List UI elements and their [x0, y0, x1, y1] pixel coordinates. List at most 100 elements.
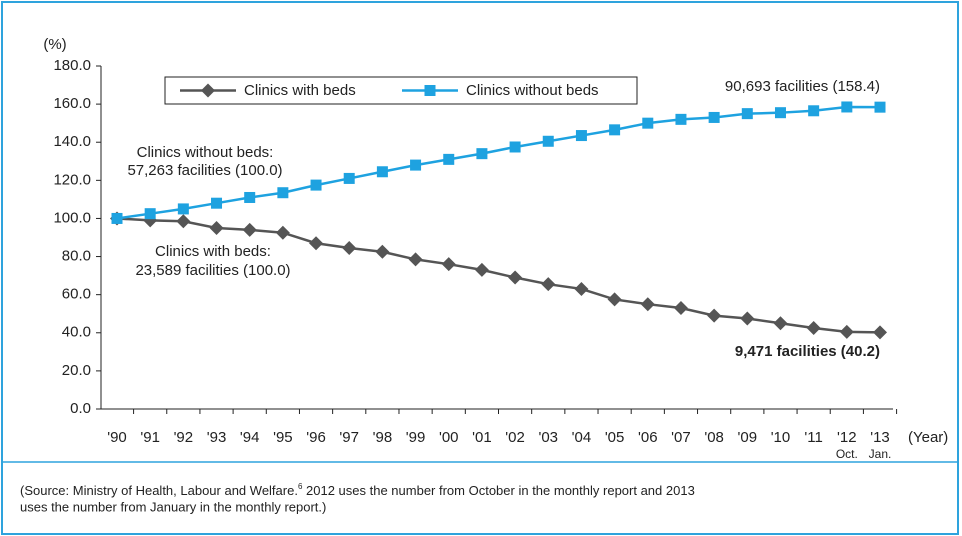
- y-tick-label: 100.0: [53, 209, 91, 226]
- source-text: 2012 uses the number from October in the…: [302, 483, 694, 498]
- x-tick-label: '97: [339, 429, 359, 446]
- x-tick-label: '08: [704, 429, 724, 446]
- marker: [806, 321, 821, 336]
- marker: [575, 130, 587, 142]
- x-tick-label: '93: [207, 429, 227, 446]
- marker: [773, 316, 788, 331]
- x-tick-label: '95: [273, 429, 293, 446]
- marker: [707, 308, 722, 323]
- x-tick-label: '99: [406, 429, 426, 446]
- marker: [209, 220, 224, 235]
- annotation: Clinics with beds:: [155, 243, 271, 260]
- marker: [808, 105, 820, 117]
- x-tick-label: '90: [107, 429, 127, 446]
- marker: [640, 297, 655, 312]
- marker: [474, 262, 489, 277]
- annotation: 23,589 facilities (100.0): [135, 262, 290, 279]
- x-tick-label: '91: [140, 429, 160, 446]
- marker: [309, 236, 324, 251]
- x-tick-label: '10: [771, 429, 791, 446]
- marker: [673, 301, 688, 316]
- marker: [275, 225, 290, 240]
- marker: [375, 244, 390, 259]
- y-tick-label: 80.0: [62, 248, 91, 265]
- y-tick-label: 160.0: [53, 95, 91, 112]
- x-tick-label: '12: [837, 429, 857, 446]
- source: uses the number from January in the mont…: [20, 499, 326, 514]
- y-axis-label: (%): [43, 36, 66, 53]
- marker: [441, 257, 456, 272]
- marker: [408, 252, 423, 267]
- x-axis-label: (Year): [908, 429, 948, 446]
- line: [116, 105, 881, 220]
- marker: [708, 111, 720, 123]
- y-tick-label: 140.0: [53, 133, 91, 150]
- marker: [410, 159, 422, 171]
- marker: [574, 281, 589, 296]
- marker: [873, 325, 887, 340]
- x-tick-label: '03: [538, 429, 558, 446]
- x-tick-label: '05: [605, 429, 625, 446]
- marker: [874, 101, 886, 113]
- source: (Source: Ministry of Health, Labour and …: [20, 482, 695, 498]
- marker: [607, 292, 622, 307]
- x-tick-label: '98: [373, 429, 393, 446]
- legend-box: [164, 76, 638, 105]
- marker: [211, 197, 223, 209]
- marker: [541, 277, 556, 292]
- marker: [201, 83, 215, 98]
- marker: [176, 214, 191, 229]
- marker: [424, 85, 436, 96]
- annotation: 57,263 facilities (100.0): [127, 162, 282, 179]
- x-tick-label: '92: [174, 429, 194, 446]
- marker: [111, 212, 123, 224]
- marker: [508, 270, 523, 285]
- marker: [839, 324, 854, 339]
- marker: [741, 108, 753, 120]
- marker: [740, 311, 755, 326]
- marker: [343, 172, 355, 184]
- x-tick-label: '96: [306, 429, 326, 446]
- marker: [642, 117, 654, 129]
- marker: [277, 187, 289, 199]
- marker: [443, 153, 455, 165]
- x-tick-label: '04: [572, 429, 592, 446]
- x-tick-label: '02: [505, 429, 525, 446]
- legend-label: Clinics without beds: [466, 82, 599, 99]
- x-tick-label: '94: [240, 429, 260, 446]
- y-tick-label: 120.0: [53, 171, 91, 188]
- y-tick-label: 180.0: [53, 57, 91, 74]
- marker: [774, 107, 786, 119]
- marker: [675, 113, 687, 125]
- marker: [376, 166, 388, 178]
- marker: [542, 135, 554, 147]
- marker: [177, 203, 189, 215]
- x-tick-label: '01: [472, 429, 492, 446]
- y-tick-label: 20.0: [62, 362, 91, 379]
- x-tick-label: '07: [671, 429, 691, 446]
- legend-label: Clinics with beds: [244, 82, 356, 99]
- y-tick-label: 40.0: [62, 324, 91, 341]
- marker: [609, 124, 621, 136]
- x-tick-label: '13: [870, 429, 890, 446]
- x-tick-label: '09: [738, 429, 758, 446]
- marker: [841, 101, 853, 113]
- x-tick-label: '11: [804, 429, 822, 446]
- annotation: 90,693 facilities (158.4): [725, 78, 880, 95]
- marker: [509, 141, 521, 153]
- y-tick-label: 0.0: [70, 400, 91, 417]
- x-tick-label: '00: [439, 429, 459, 446]
- marker: [144, 208, 156, 220]
- x-tick-label: '06: [638, 429, 658, 446]
- marker: [310, 179, 322, 191]
- marker: [244, 191, 256, 203]
- marker: [342, 240, 357, 255]
- footnote-ref: 6: [298, 482, 303, 491]
- x-tick-note: Oct.: [836, 447, 858, 461]
- annotation: 9,471 facilities (40.2): [735, 343, 880, 360]
- source-text: (Source: Ministry of Health, Labour and …: [20, 483, 298, 498]
- y-tick-label: 60.0: [62, 286, 91, 303]
- marker: [242, 222, 257, 237]
